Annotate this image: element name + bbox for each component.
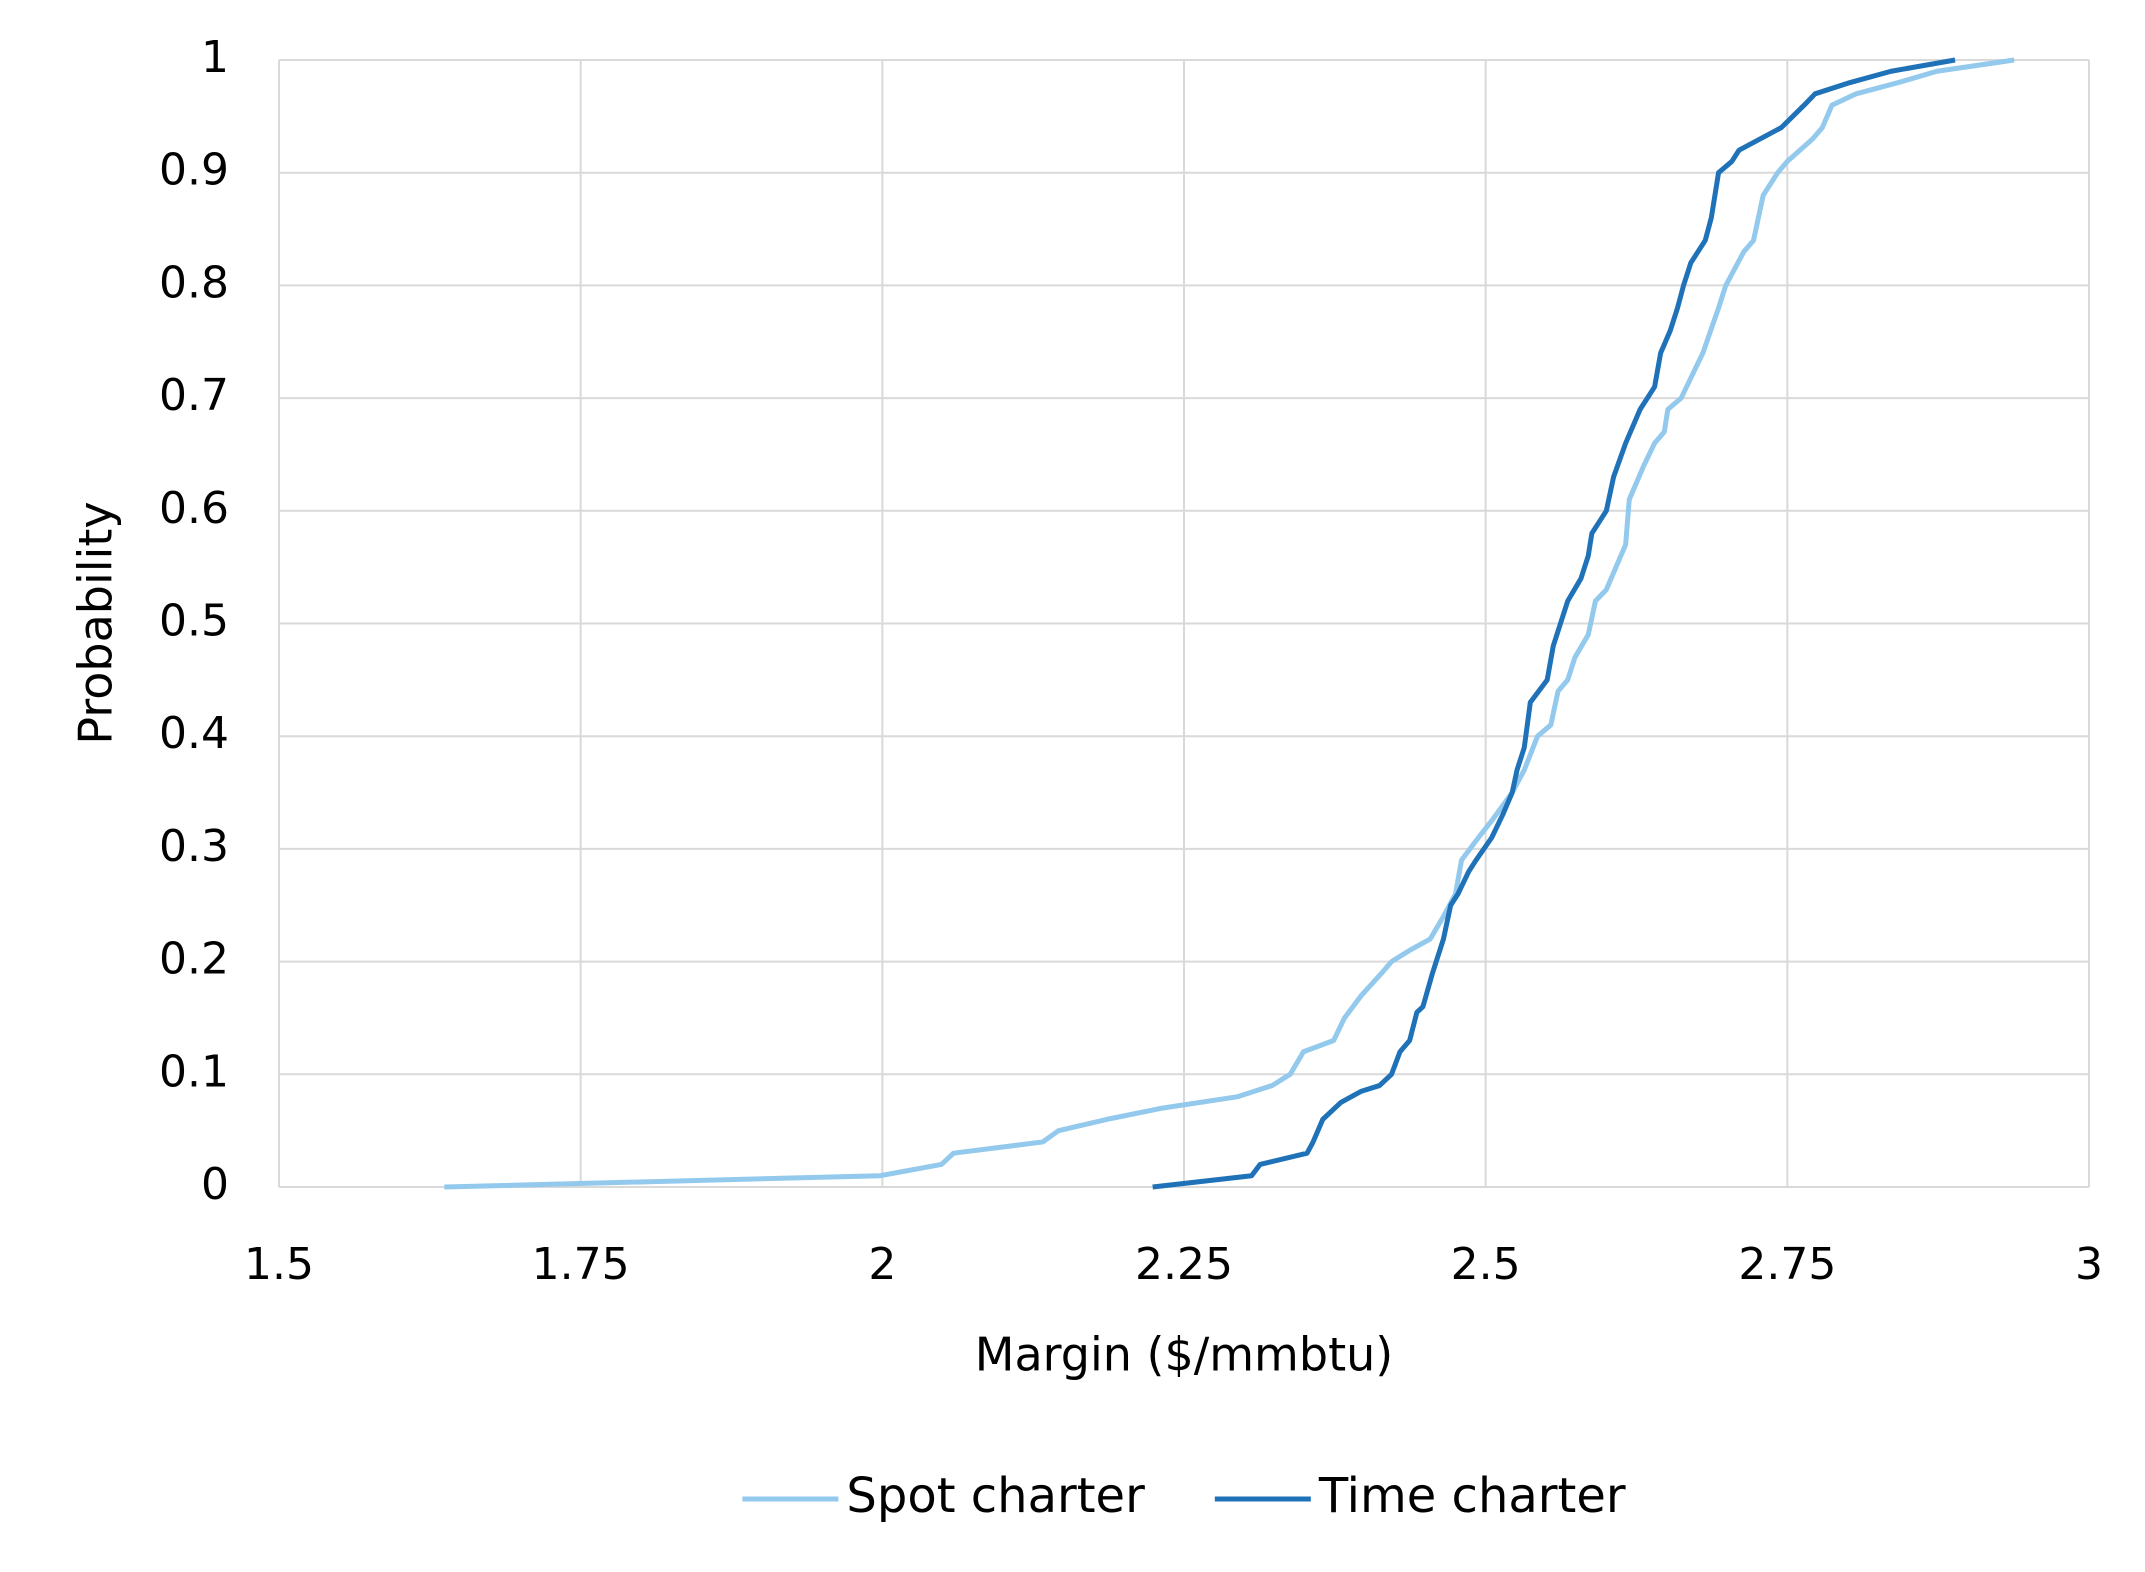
y-tick-label: 0.4 (159, 708, 229, 759)
y-tick-label: 1 (201, 32, 229, 83)
series-line (444, 57, 2015, 1190)
y-tick-label: 0.3 (159, 821, 229, 872)
y-tick-label: 0.9 (159, 145, 229, 196)
x-tick-label: 2.25 (1135, 1239, 1233, 1290)
series-line (1152, 57, 1956, 1190)
x-tick-label: 1.5 (244, 1239, 314, 1290)
legend: Spot charter Time charter (742, 1468, 1626, 1524)
y-tick-label: 0.5 (159, 596, 229, 647)
legend-label: Time charter (1318, 1468, 1626, 1524)
legend-label: Spot charter (846, 1468, 1145, 1524)
y-tick-label: 0 (201, 1159, 229, 1210)
y-tick-label: 0.8 (159, 257, 229, 308)
x-tick-label: 2 (868, 1239, 896, 1290)
x-tick-label: 1.75 (532, 1239, 630, 1290)
x-tick-label: 2.5 (1451, 1239, 1521, 1290)
y-tick-label: 0.1 (159, 1046, 229, 1097)
x-axis-title: Margin ($/mmbtu) (975, 1328, 1393, 1382)
y-axis-title: Probability (69, 501, 123, 744)
y-tick-label: 0.7 (159, 370, 229, 421)
y-tick-label: 0.2 (159, 934, 229, 985)
y-tick-label: 0.6 (159, 483, 229, 534)
x-tick-label: 2.75 (1738, 1239, 1836, 1290)
x-tick-label: 3 (2075, 1239, 2103, 1290)
